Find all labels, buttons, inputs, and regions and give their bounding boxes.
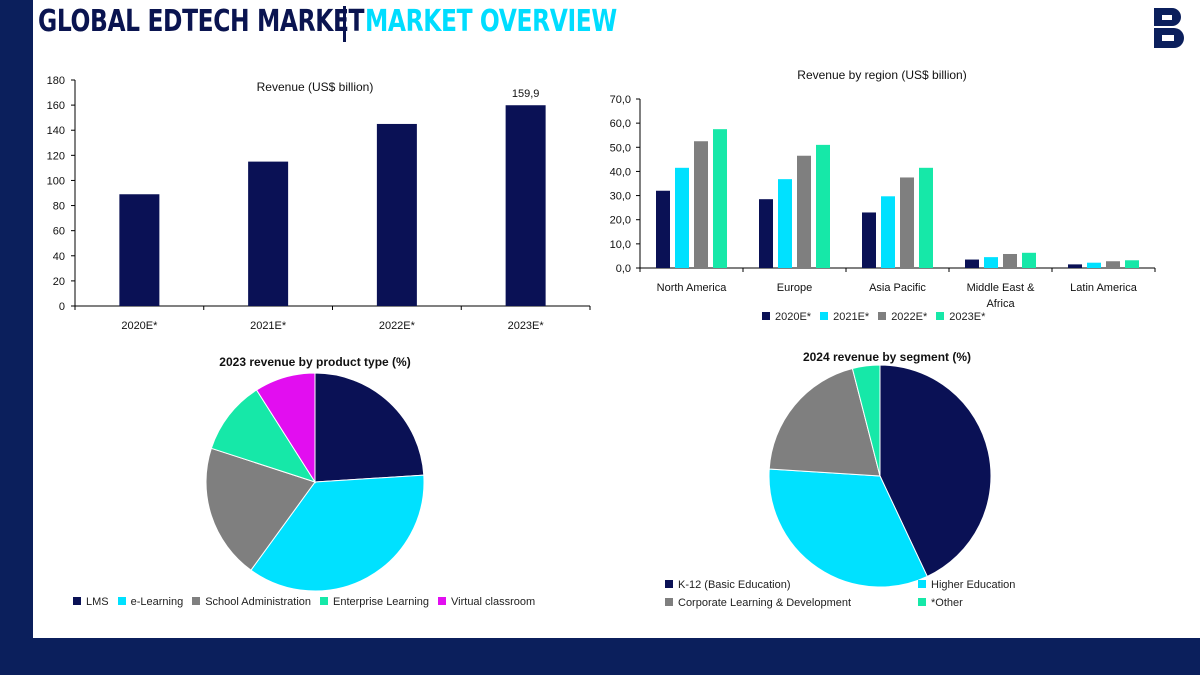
product-legend-label: School Administration [205,596,311,608]
segment-legend-label: Corporate Learning & Development [678,597,852,609]
legend-swatch [438,597,447,606]
b-letter-logo-icon [1154,8,1184,48]
legend-swatch [820,312,829,321]
page-subtitle: MARKET OVERVIEW [365,4,617,39]
legend-swatch [665,598,673,607]
product-legend-label: e-Learning [130,596,184,608]
product-legend-item: LMS [73,596,109,608]
segment-legend-item: *Other [918,597,963,609]
legend-swatch [878,312,887,321]
region-legend-item: 2023E* [936,311,985,323]
title-divider [343,6,346,42]
legend-swatch [73,597,81,606]
region-legend-item: 2022E* [878,311,927,323]
legend-swatch [918,598,926,607]
content-panel [33,0,1200,638]
legend-swatch [936,312,945,321]
legend-swatch [117,597,126,606]
region-legend: 2020E* 2021E* 2022E* 2023E* [762,311,994,323]
legend-swatch [762,312,770,321]
legend-swatch [192,597,201,606]
product-legend-item: Enterprise Learning [320,596,429,608]
page-title: GLOBAL EDTECH MARKET [38,4,365,39]
region-legend-item: 2020E* [762,311,811,323]
legend-swatch [918,580,926,589]
product-legend-label: LMS [86,596,109,608]
region-legend-label: 2020E* [775,311,812,323]
product-legend-label: Enterprise Learning [333,596,430,608]
segment-legend-label: Higher Education [931,579,1016,591]
segment-legend-label: *Other [931,597,963,609]
product-legend-item: e-Learning [117,596,184,608]
legend-swatch [665,580,673,589]
product-legend-label: Virtual classroom [451,596,536,608]
product-legend: LMS e-Learning School Administration Enterp… [73,596,544,608]
segment-legend-item: Corporate Learning & Development [665,597,851,609]
region-legend-label: 2021E* [833,311,870,323]
region-legend-label: 2023E* [949,311,986,323]
segment-legend: K-12 (Basic Education) Higher Education Co… [665,579,1065,615]
region-legend-item: 2021E* [820,311,869,323]
region-legend-label: 2022E* [891,311,928,323]
segment-legend-item: Higher Education [918,579,1015,591]
legend-swatch [320,597,328,606]
segment-legend-label: K-12 (Basic Education) [678,579,791,591]
product-legend-item: School Administration [192,596,311,608]
product-legend-item: Virtual classroom [438,596,535,608]
segment-legend-item: K-12 (Basic Education) [665,579,791,591]
